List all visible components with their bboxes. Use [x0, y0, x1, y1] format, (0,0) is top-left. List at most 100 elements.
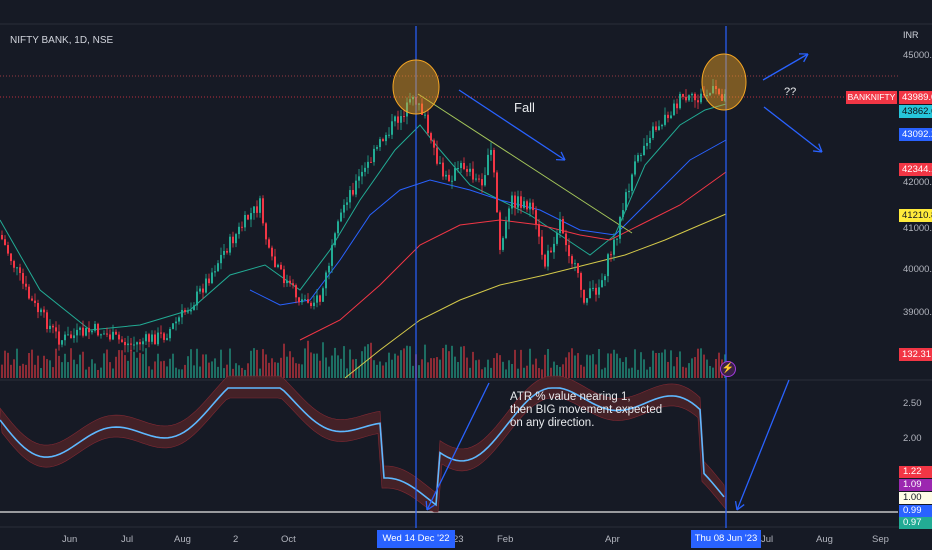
volume-bar	[46, 359, 48, 378]
candle-body	[37, 303, 39, 313]
volume-bar	[340, 358, 342, 378]
volume-bar	[550, 367, 552, 378]
candle-body	[268, 239, 270, 248]
volume-bar	[277, 362, 279, 378]
volume-bar	[640, 352, 642, 378]
volume-bar	[280, 357, 282, 378]
candle-body	[664, 114, 666, 125]
volume-bar	[562, 364, 564, 378]
volume-bar	[178, 369, 180, 378]
candle-body	[373, 148, 375, 163]
candle-body	[712, 86, 714, 94]
candle-body	[688, 95, 690, 101]
candle-body	[601, 280, 603, 288]
candle-body	[319, 295, 321, 302]
candle-body	[304, 299, 306, 301]
ma50-price-tag: 43092.2	[899, 128, 932, 141]
volume-bar	[517, 368, 519, 378]
volume-bar	[574, 355, 576, 378]
volume-bar	[181, 369, 183, 378]
volume-bar	[331, 355, 333, 378]
volume-bar	[265, 354, 267, 378]
volume-bar	[592, 354, 594, 378]
candle-body	[706, 95, 708, 97]
volume-bar	[88, 366, 90, 378]
volume-bar	[409, 346, 411, 378]
last-price-tag: 43989.0	[899, 91, 932, 104]
volume-bar	[109, 362, 111, 378]
volume-bar	[106, 349, 108, 378]
candle-body	[163, 333, 165, 340]
volume-bar	[679, 351, 681, 378]
candle-body	[637, 155, 639, 162]
arrow-head	[803, 53, 809, 63]
volume-bar	[604, 367, 606, 378]
volume-bar	[316, 353, 318, 378]
question-annotation: ??	[784, 86, 797, 98]
candle-body	[406, 102, 408, 117]
volume-bar	[625, 357, 627, 378]
volume-bar	[421, 359, 423, 378]
candle-body	[349, 190, 351, 203]
candle-body	[331, 245, 333, 266]
candle-body	[592, 287, 594, 289]
volume-bar	[76, 364, 78, 378]
candle-body	[181, 309, 183, 318]
volume-bar	[202, 354, 204, 378]
volume-bar	[388, 352, 390, 378]
volume-bar	[133, 351, 135, 378]
candle-body	[385, 135, 387, 142]
candle-body	[175, 321, 177, 324]
arrow-head	[818, 143, 823, 153]
volume-bar	[250, 350, 252, 378]
candle-body	[82, 327, 84, 336]
volume-bar	[127, 360, 129, 378]
volume-bar	[712, 367, 714, 378]
atr-mid-tag: 1.09	[899, 479, 932, 491]
volume-bar	[628, 368, 630, 378]
price-axis-label: 40000.0	[903, 264, 932, 275]
volume-bar	[424, 344, 426, 378]
candle-body	[646, 143, 648, 146]
symbol-title: NIFTY BANK, 1D, NSE	[10, 35, 114, 46]
candle-body	[607, 254, 609, 277]
candle-body	[574, 263, 576, 265]
volume-bar	[256, 349, 258, 378]
volume-bar	[151, 369, 153, 378]
candle-body	[364, 167, 366, 172]
volume-bar	[508, 360, 510, 378]
candle-body	[25, 283, 27, 287]
candle-body	[238, 226, 240, 235]
volume-bar	[166, 366, 168, 378]
volume-bar	[139, 352, 141, 378]
lightning-bolt-icon[interactable]: ⚡	[720, 361, 736, 377]
candle-body	[577, 263, 579, 274]
volume-bar	[97, 369, 99, 378]
candle-body	[721, 94, 723, 101]
arrow-line	[458, 89, 566, 161]
volume-bar	[556, 365, 558, 378]
candle-body	[685, 96, 687, 101]
volume-bar	[457, 362, 459, 378]
candle-body	[295, 285, 297, 298]
candle-body	[106, 333, 108, 335]
candle-body	[118, 334, 120, 340]
candle-body	[586, 298, 588, 303]
volume-bar	[484, 367, 486, 378]
candle-body	[550, 250, 552, 253]
volume-bar	[487, 359, 489, 378]
volume-bar	[706, 359, 708, 378]
time-axis-label: Aug	[816, 534, 833, 545]
candle-body	[148, 334, 150, 342]
candle-body	[409, 99, 411, 103]
ma200-line	[344, 213, 727, 379]
volume-bar	[274, 362, 276, 378]
candle-body	[250, 213, 252, 220]
volume-bar	[52, 367, 54, 378]
volume-bar	[43, 355, 45, 378]
candle-body	[466, 169, 468, 172]
volume-bar	[589, 355, 591, 378]
candle-body	[4, 239, 6, 246]
volume-bar	[199, 366, 201, 378]
